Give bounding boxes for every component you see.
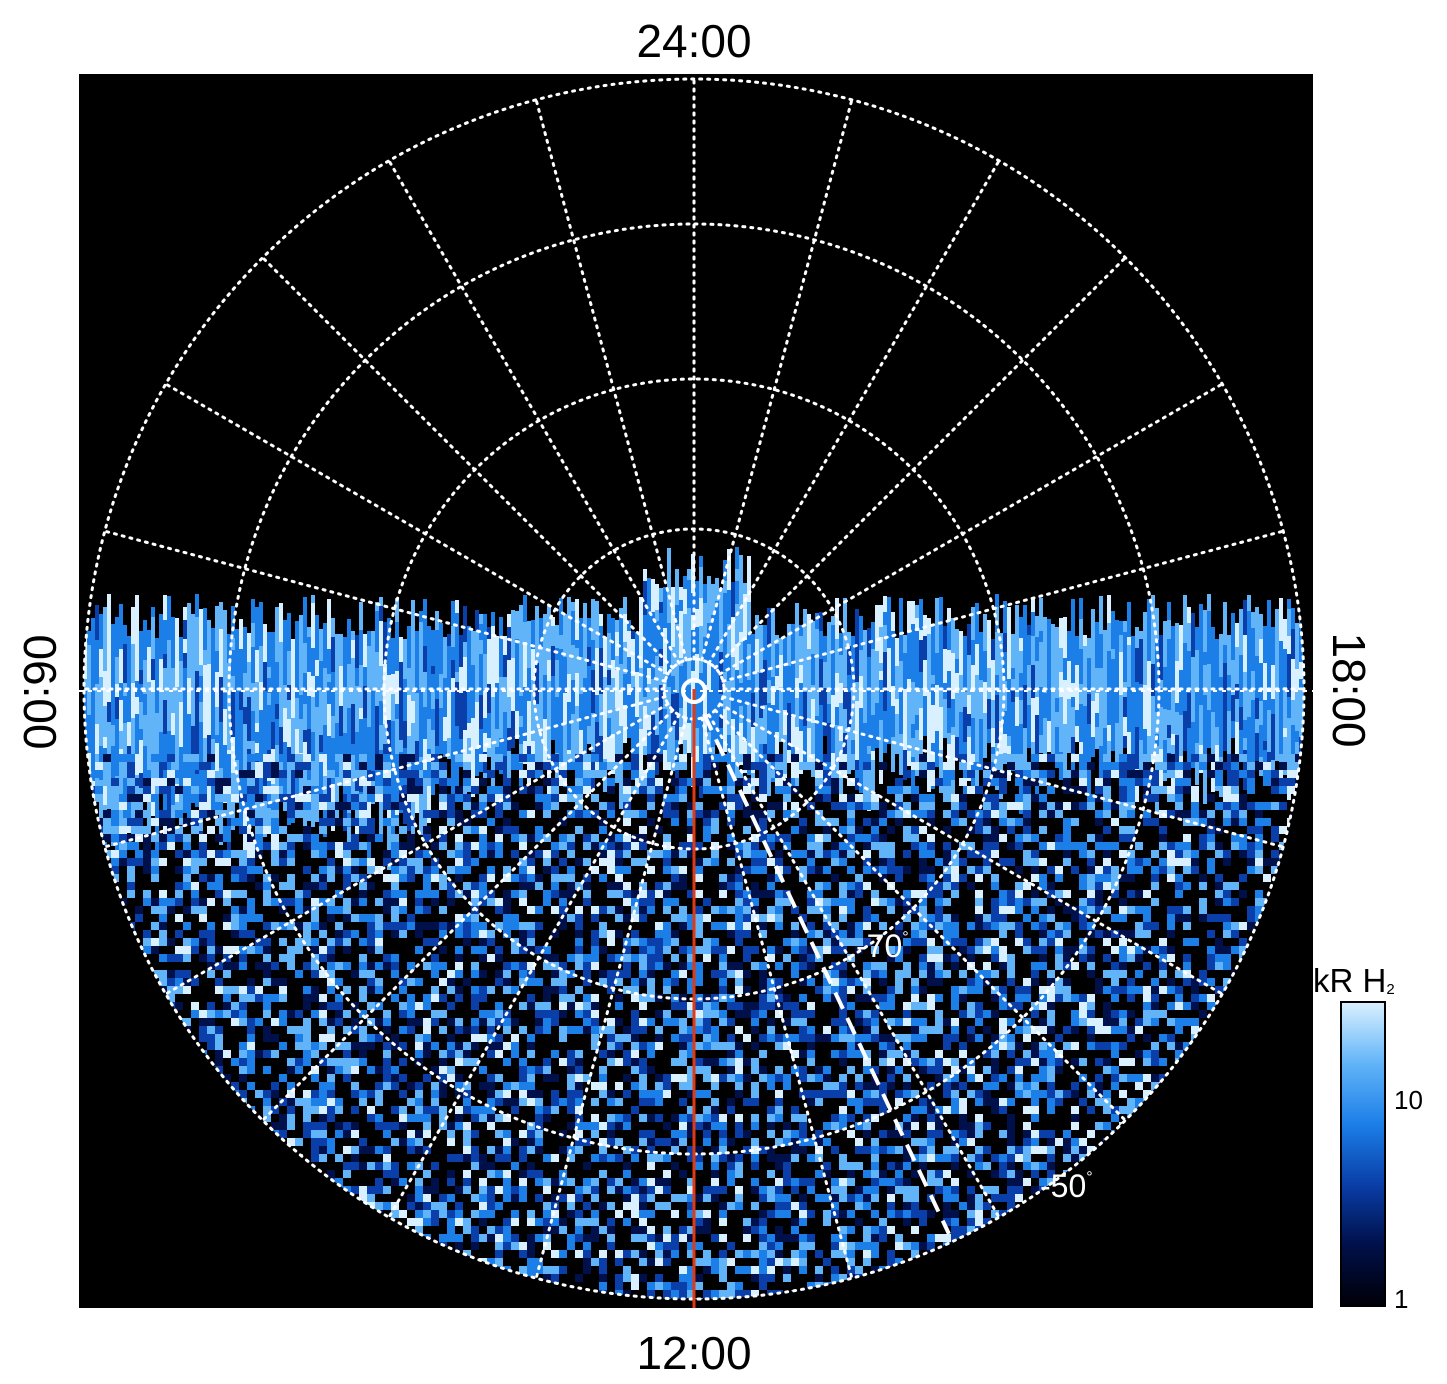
meridian-line: [103, 695, 667, 849]
auroral-map: [79, 77, 1313, 1308]
meridian-line: [713, 256, 1127, 670]
meridian-line: [164, 382, 670, 676]
polar-projection-panel: [79, 74, 1313, 1308]
colorbar-tick-1: 1: [1394, 1284, 1409, 1314]
meridian-line: [261, 708, 675, 1122]
meridian-line: [700, 98, 854, 662]
pole-marker: [681, 678, 707, 704]
local-time-label-24: 24:00: [636, 15, 752, 67]
auroral-emission-layer: [84, 547, 1304, 1299]
meridian-line: [721, 529, 1285, 683]
latitude-label-50: -50°: [1040, 1168, 1093, 1204]
meridian-line: [164, 702, 670, 996]
reference-track-line: [702, 713, 951, 1235]
latitude-label-70: -70°: [856, 928, 909, 964]
local-time-label-12: 12:00: [636, 1327, 752, 1379]
meridian-line: [700, 716, 854, 1280]
meridian-line: [707, 159, 1001, 665]
local-time-label-06: 06:00: [14, 634, 66, 750]
meridian-line: [103, 529, 667, 683]
latitude-circle: [82, 77, 1306, 1301]
meridian-line: [721, 695, 1285, 849]
meridian-line: [707, 713, 1001, 1219]
colorbar-tick-10: 10: [1394, 1085, 1423, 1115]
meridian-line: [713, 708, 1127, 1122]
meridian-line: [718, 382, 1224, 676]
meridian-line: [534, 98, 688, 662]
meridian-line: [534, 716, 688, 1280]
colorbar-title: kR H2: [1313, 962, 1395, 999]
meridian-line: [387, 713, 681, 1219]
local-time-label-18: 18:00: [1323, 632, 1375, 748]
meridian-line: [718, 702, 1224, 996]
colorbar: [1340, 1001, 1386, 1307]
meridian-line: [261, 256, 675, 670]
meridian-line: [387, 159, 681, 665]
